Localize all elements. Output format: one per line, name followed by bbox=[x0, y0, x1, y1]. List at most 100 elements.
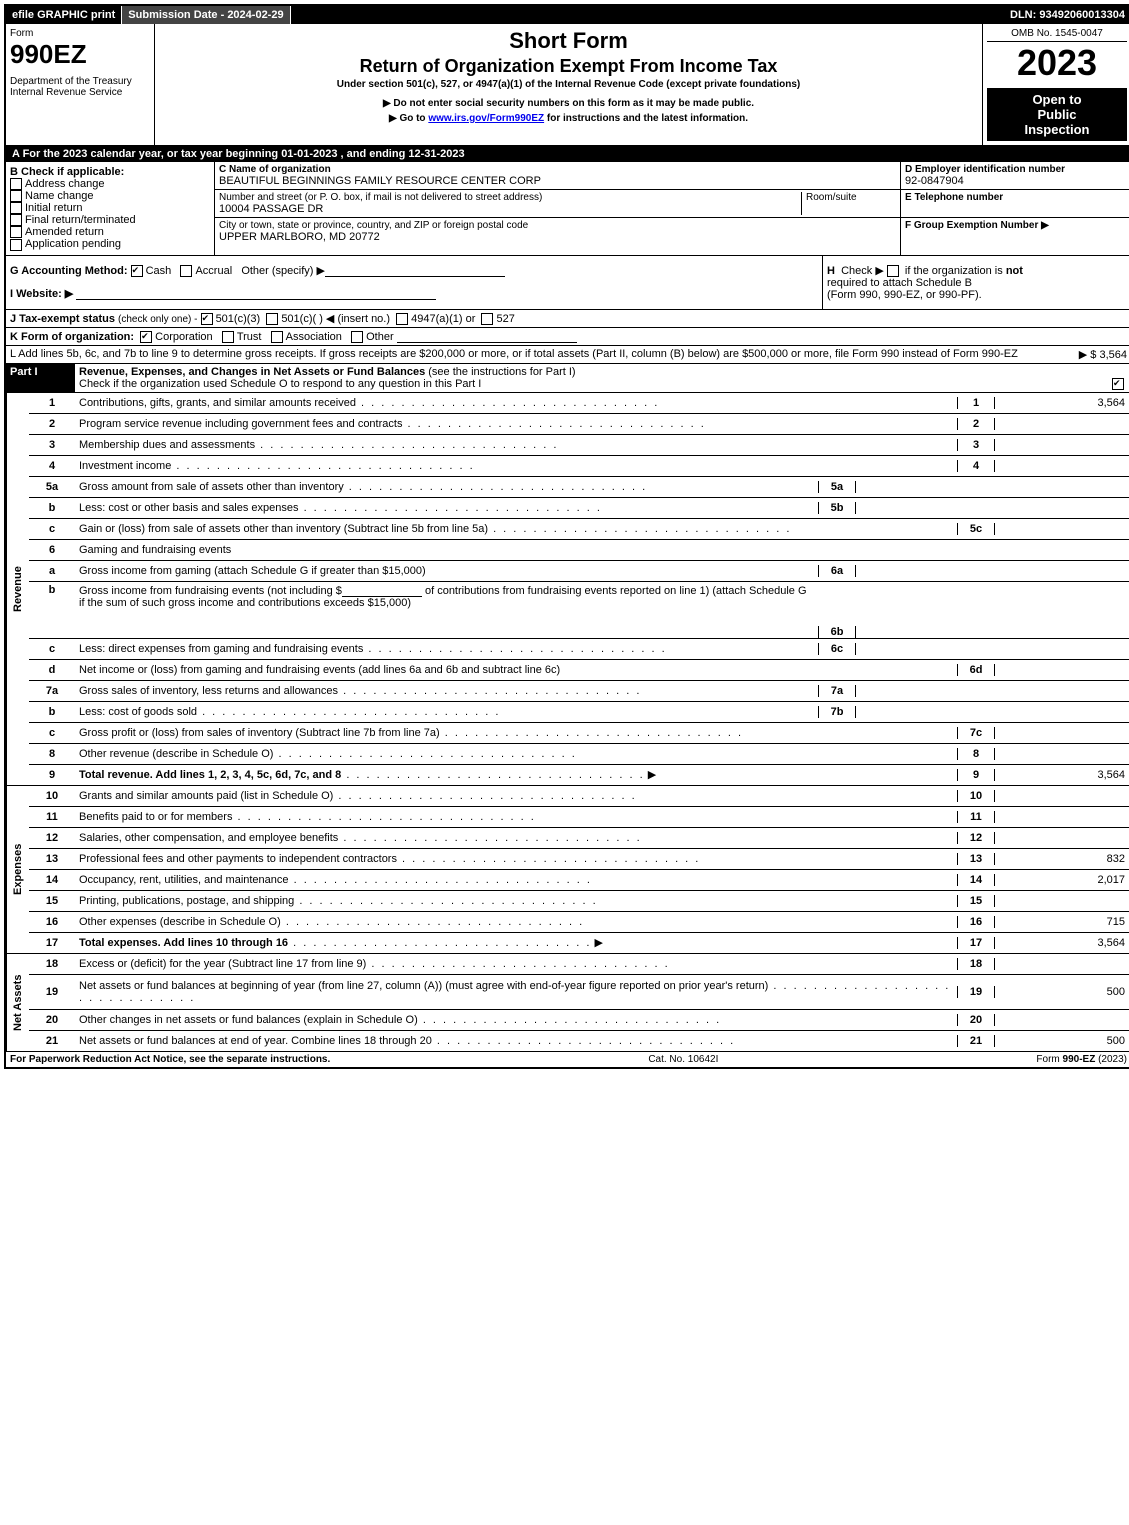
chk-final[interactable]: Final return/terminated bbox=[10, 214, 210, 226]
line-l: L Add lines 5b, 6c, and 7b to line 9 to … bbox=[6, 345, 1129, 363]
box-c-label: C Name of organization bbox=[219, 164, 896, 175]
netassets-group: Net Assets 18Excess or (deficit) for the… bbox=[6, 953, 1129, 1051]
line-5a-desc: Gross amount from sale of assets other t… bbox=[75, 479, 818, 495]
footer-right: Form 990-EZ (2023) bbox=[1036, 1054, 1127, 1065]
line-14-val: 2,017 bbox=[995, 874, 1129, 886]
other-org-blank[interactable] bbox=[397, 330, 577, 343]
chk-schedule-b[interactable] bbox=[887, 265, 899, 277]
line-2-desc: Program service revenue including govern… bbox=[75, 416, 957, 432]
submission-date: Submission Date - 2024-02-29 bbox=[122, 6, 290, 24]
box-e-label: E Telephone number bbox=[905, 192, 1127, 203]
chk-corp[interactable] bbox=[140, 331, 152, 343]
line-19-val: 500 bbox=[995, 986, 1129, 998]
revenue-vlabel: Revenue bbox=[6, 393, 29, 785]
line-20-desc: Other changes in net assets or fund bala… bbox=[75, 1012, 957, 1028]
line-10-desc: Grants and similar amounts paid (list in… bbox=[75, 788, 957, 804]
box-b-label: B Check if applicable: bbox=[10, 166, 210, 178]
line-17-val: 3,564 bbox=[995, 937, 1129, 949]
chk-accrual[interactable] bbox=[180, 265, 192, 277]
chk-other-org[interactable] bbox=[351, 331, 363, 343]
dept-label: Department of the Treasury bbox=[10, 76, 150, 87]
line-j: J Tax-exempt status (check only one) - 5… bbox=[6, 309, 1129, 327]
line-9-val: 3,564 bbox=[995, 769, 1129, 781]
line-3-desc: Membership dues and assessments bbox=[75, 437, 957, 453]
street-label: Number and street (or P. O. box, if mail… bbox=[219, 192, 801, 203]
efile-print-label[interactable]: efile GRAPHIC print bbox=[6, 6, 122, 24]
box-c: C Name of organization BEAUTIFUL BEGINNI… bbox=[215, 162, 900, 255]
revenue-group: Revenue 1Contributions, gifts, grants, a… bbox=[6, 392, 1129, 785]
line-i-label: I Website: ▶ bbox=[10, 288, 73, 300]
line-1-desc: Contributions, gifts, grants, and simila… bbox=[75, 395, 957, 411]
top-bar: efile GRAPHIC print Submission Date - 20… bbox=[6, 6, 1129, 24]
footer-catno: Cat. No. 10642I bbox=[648, 1054, 718, 1065]
line-7b-desc: Less: cost of goods sold bbox=[75, 704, 818, 720]
line-l-amount: ▶ $ 3,564 bbox=[1079, 348, 1127, 361]
chk-501c[interactable] bbox=[266, 313, 278, 325]
chk-4947[interactable] bbox=[396, 313, 408, 325]
line-19-desc: Net assets or fund balances at beginning… bbox=[75, 978, 957, 1006]
short-form-title: Short Form bbox=[163, 28, 974, 54]
goto-line: ▶ Go to www.irs.gov/Form990EZ for instru… bbox=[163, 113, 974, 124]
website-blank[interactable] bbox=[76, 287, 436, 300]
info-block: B Check if applicable: Address change Na… bbox=[6, 162, 1129, 255]
chk-schedule-o[interactable] bbox=[1112, 378, 1124, 390]
line-j-label: J Tax-exempt status bbox=[10, 313, 115, 325]
chk-cash[interactable] bbox=[131, 265, 143, 277]
line-6b-desc: Gross income from fundraising events (no… bbox=[75, 582, 818, 611]
line-1-val: 3,564 bbox=[995, 397, 1129, 409]
chk-527[interactable] bbox=[481, 313, 493, 325]
line-13-desc: Professional fees and other payments to … bbox=[75, 851, 957, 867]
line-6-desc: Gaming and fundraising events bbox=[75, 542, 957, 558]
chk-initial[interactable]: Initial return bbox=[10, 202, 210, 214]
box-f-label: F Group Exemption Number ▶ bbox=[905, 220, 1127, 231]
chk-address[interactable]: Address change bbox=[10, 178, 210, 190]
line-16-desc: Other expenses (describe in Schedule O) bbox=[75, 914, 957, 930]
chk-assoc[interactable] bbox=[271, 331, 283, 343]
city-label: City or town, state or province, country… bbox=[219, 220, 896, 231]
line-6a-desc: Gross income from gaming (attach Schedul… bbox=[75, 563, 818, 579]
line-g-h: G Accounting Method: Cash Accrual Other … bbox=[6, 255, 1129, 309]
chk-name[interactable]: Name change bbox=[10, 190, 210, 202]
chk-amended[interactable]: Amended return bbox=[10, 226, 210, 238]
line-21-val: 500 bbox=[995, 1035, 1129, 1047]
page-footer: For Paperwork Reduction Act Notice, see … bbox=[6, 1051, 1129, 1067]
subtitle: Under section 501(c), 527, or 4947(a)(1)… bbox=[163, 79, 974, 90]
dln-label: DLN: 93492060013304 bbox=[1004, 6, 1129, 24]
city-value: UPPER MARLBORO, MD 20772 bbox=[219, 231, 896, 243]
line-8-desc: Other revenue (describe in Schedule O) bbox=[75, 746, 957, 762]
chk-pending[interactable]: Application pending bbox=[10, 238, 210, 250]
line-17-desc: Total expenses. Add lines 10 through 16 … bbox=[75, 934, 957, 951]
box-d-label: D Employer identification number bbox=[905, 164, 1127, 175]
line-h-label: H bbox=[827, 265, 835, 277]
irs-label: Internal Revenue Service bbox=[10, 87, 150, 98]
line-6c-desc: Less: direct expenses from gaming and fu… bbox=[75, 641, 818, 657]
line-6d-desc: Net income or (loss) from gaming and fun… bbox=[75, 662, 957, 678]
form-header: Form 990EZ Department of the Treasury In… bbox=[6, 24, 1129, 146]
chk-501c3[interactable] bbox=[201, 313, 213, 325]
line-k: K Form of organization: Corporation Trus… bbox=[6, 327, 1129, 345]
line-7c-desc: Gross profit or (loss) from sales of inv… bbox=[75, 725, 957, 741]
line-5c-desc: Gain or (loss) from sale of assets other… bbox=[75, 521, 957, 537]
expenses-group: Expenses 10Grants and similar amounts pa… bbox=[6, 785, 1129, 953]
part-i-heading: Revenue, Expenses, and Changes in Net As… bbox=[79, 366, 425, 378]
line-9-desc: Total revenue. Add lines 1, 2, 3, 4, 5c,… bbox=[75, 766, 957, 783]
line-18-desc: Excess or (deficit) for the year (Subtra… bbox=[75, 956, 957, 972]
room-label: Room/suite bbox=[806, 192, 896, 203]
line-7a-desc: Gross sales of inventory, less returns a… bbox=[75, 683, 818, 699]
part-i-label: Part I bbox=[6, 364, 75, 392]
omb-number: OMB No. 1545-0047 bbox=[987, 28, 1127, 42]
line-21-desc: Net assets or fund balances at end of ye… bbox=[75, 1033, 957, 1049]
other-method-blank[interactable] bbox=[325, 264, 505, 277]
footer-left: For Paperwork Reduction Act Notice, see … bbox=[10, 1054, 330, 1065]
line-g-label: G Accounting Method: bbox=[10, 265, 128, 277]
line-12-desc: Salaries, other compensation, and employ… bbox=[75, 830, 957, 846]
form-container: efile GRAPHIC print Submission Date - 20… bbox=[4, 4, 1129, 1069]
tax-year: 2023 bbox=[987, 42, 1127, 84]
fundraising-amount-blank[interactable] bbox=[342, 584, 422, 597]
chk-trust[interactable] bbox=[222, 331, 234, 343]
form-number: 990EZ bbox=[10, 39, 150, 70]
street-value: 10004 PASSAGE DR bbox=[219, 203, 801, 215]
irs-link[interactable]: www.irs.gov/Form990EZ bbox=[428, 113, 544, 124]
form-word: Form bbox=[10, 28, 150, 39]
open-public-badge: Open to Public Inspection bbox=[987, 88, 1127, 141]
